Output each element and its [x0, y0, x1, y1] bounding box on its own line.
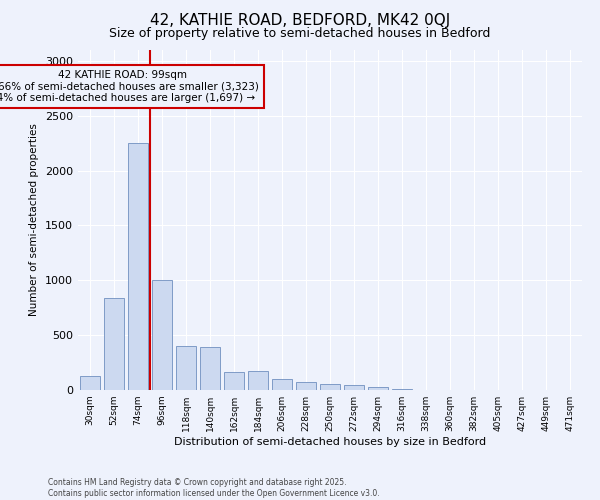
Bar: [224, 372, 244, 390]
Bar: [272, 379, 292, 390]
Bar: [104, 298, 124, 390]
Y-axis label: Number of semi-detached properties: Number of semi-detached properties: [29, 124, 40, 316]
Bar: [296, 382, 316, 390]
Text: 42, KATHIE ROAD, BEDFORD, MK42 0QJ: 42, KATHIE ROAD, BEDFORD, MK42 0QJ: [150, 12, 450, 28]
Bar: [344, 385, 364, 390]
Bar: [152, 280, 172, 390]
Bar: [368, 386, 388, 390]
Bar: [200, 347, 220, 390]
Text: 42 KATHIE ROAD: 99sqm
← 66% of semi-detached houses are smaller (3,323)
34% of s: 42 KATHIE ROAD: 99sqm ← 66% of semi-deta…: [0, 70, 259, 103]
Bar: [80, 376, 100, 390]
Bar: [248, 372, 268, 390]
Text: Size of property relative to semi-detached houses in Bedford: Size of property relative to semi-detach…: [109, 28, 491, 40]
Bar: [176, 346, 196, 390]
Bar: [128, 143, 148, 390]
Bar: [320, 384, 340, 390]
X-axis label: Distribution of semi-detached houses by size in Bedford: Distribution of semi-detached houses by …: [174, 437, 486, 447]
Text: Contains HM Land Registry data © Crown copyright and database right 2025.
Contai: Contains HM Land Registry data © Crown c…: [48, 478, 380, 498]
